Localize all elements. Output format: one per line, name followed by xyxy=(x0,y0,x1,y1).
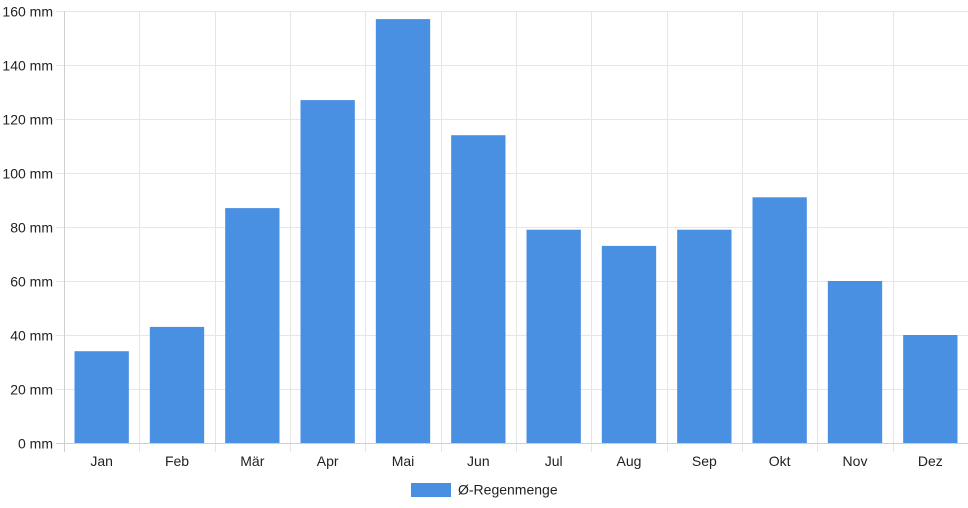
x-tick-label: Dez xyxy=(918,453,943,469)
y-tick-label: 80 mm xyxy=(10,220,53,236)
bar-jan[interactable] xyxy=(74,351,129,443)
y-tick-label: 60 mm xyxy=(10,274,53,290)
bar-feb[interactable] xyxy=(149,326,205,443)
x-tick-label: Aug xyxy=(617,453,642,469)
bar-sep[interactable] xyxy=(677,229,732,443)
bar-mär[interactable] xyxy=(225,208,280,443)
x-tick-label: Jun xyxy=(467,453,490,469)
bar-aug[interactable] xyxy=(601,245,657,443)
grid-layer xyxy=(56,11,968,452)
bar-apr[interactable] xyxy=(300,100,355,443)
x-tick-label: Mär xyxy=(240,453,264,469)
y-tick-label: 20 mm xyxy=(10,382,53,398)
x-tick-label: Jul xyxy=(545,453,563,469)
legend-swatch[interactable] xyxy=(411,483,451,497)
x-tick-label: Feb xyxy=(165,453,189,469)
y-tick-label: 100 mm xyxy=(2,166,53,182)
bar-dez[interactable] xyxy=(903,335,958,443)
bar-nov[interactable] xyxy=(827,281,883,443)
bar-okt[interactable] xyxy=(752,197,807,443)
x-tick-label: Mai xyxy=(392,453,415,469)
legend[interactable]: Ø-Regenmenge xyxy=(411,482,558,498)
x-tick-label: Okt xyxy=(769,453,791,469)
x-tick-label: Sep xyxy=(692,453,717,469)
y-tick-label: 120 mm xyxy=(2,112,53,128)
y-tick-label: 160 mm xyxy=(2,4,53,20)
bar-mai[interactable] xyxy=(375,19,431,443)
y-tick-label: 0 mm xyxy=(18,436,53,452)
x-tick-label: Jan xyxy=(90,453,113,469)
bars-layer xyxy=(74,19,958,443)
y-tick-label: 140 mm xyxy=(2,58,53,74)
labels-layer: 0 mm 20 mm 40 mm 60 mm 80 mm 100 mm 120 mm 140 … xyxy=(2,4,942,470)
bar-jul[interactable] xyxy=(526,229,581,443)
x-tick-label: Apr xyxy=(317,453,339,469)
x-tick-label: Nov xyxy=(843,453,868,469)
y-tick-label: 40 mm xyxy=(10,328,53,344)
bar-jun[interactable] xyxy=(451,135,506,443)
legend-label[interactable]: Ø-Regenmenge xyxy=(458,482,558,498)
